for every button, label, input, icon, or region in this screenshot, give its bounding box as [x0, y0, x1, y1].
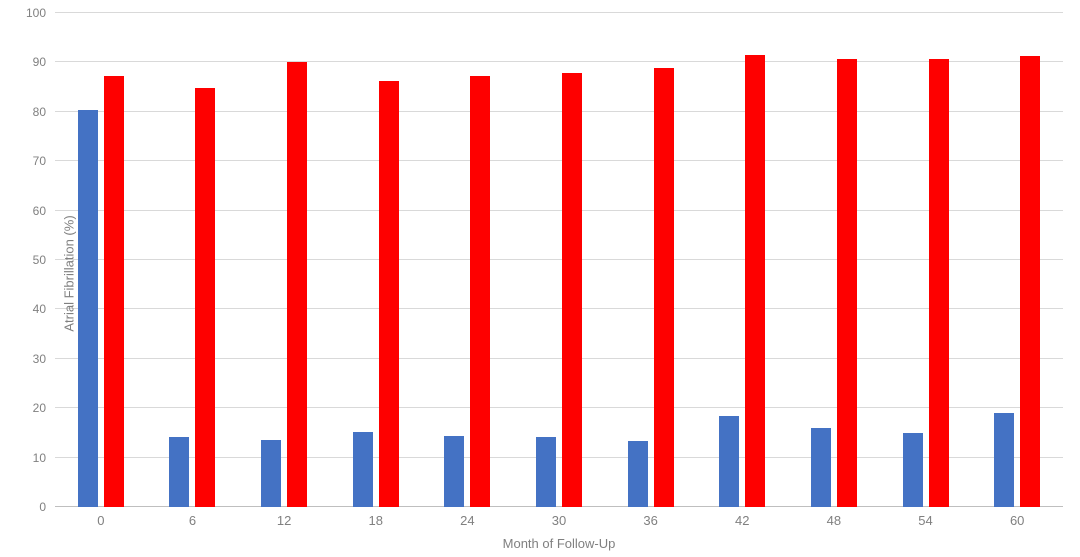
gridline [55, 160, 1063, 162]
bar-red-series-month-24 [470, 76, 491, 507]
bar-blue-series-month-36 [627, 441, 648, 507]
bar-blue-series-month-30 [536, 437, 556, 507]
y-tick-label: 80 [32, 104, 46, 119]
bar-blue-series-month-12 [261, 440, 282, 507]
x-tick-label: 48 [826, 513, 842, 528]
gridline [55, 110, 1063, 112]
y-tick-label: 40 [32, 302, 46, 317]
bar-red-series-month-30 [562, 73, 582, 507]
bar-red-series-month-54 [928, 58, 949, 507]
gridline [55, 209, 1063, 211]
bar-red-series-month-42 [745, 55, 766, 507]
bar-red-series-month-36 [653, 67, 674, 507]
x-tick-label: 54 [918, 513, 933, 528]
x-tick-label: 12 [276, 513, 292, 528]
y-tick-label: 30 [32, 351, 46, 366]
bar-blue-series-month-54 [902, 433, 923, 507]
gridline [55, 12, 1063, 13]
x-tick-label: 60 [1009, 513, 1025, 528]
bar-blue-series-month-0 [77, 109, 98, 507]
gridline [55, 456, 1063, 458]
y-tick-label: 70 [32, 154, 46, 169]
y-tick-label: 60 [32, 203, 46, 218]
x-tick-label: 30 [551, 513, 567, 528]
bar-blue-series-month-24 [444, 435, 465, 507]
y-tick-label: 20 [32, 401, 46, 416]
y-tick-label: 90 [32, 55, 46, 70]
y-tick-label: 50 [32, 253, 46, 267]
bar-red-series-month-12 [287, 62, 308, 507]
x-tick-label: 36 [643, 513, 658, 528]
gridline [55, 308, 1063, 310]
plot-area: Atrial Fibrillation (%) [55, 12, 1063, 507]
x-axis-title: Month of Follow-Up [502, 536, 616, 551]
bar-red-series-month-6 [195, 88, 216, 507]
gridline [55, 357, 1063, 359]
bar-red-series-month-18 [378, 81, 399, 507]
y-axis-title: Atrial Fibrillation (%) [61, 215, 77, 332]
y-tick-label: 10 [32, 450, 46, 465]
bar-red-series-month-0 [103, 76, 124, 507]
gridline [55, 259, 1063, 260]
bar-blue-series-month-60 [994, 413, 1015, 507]
gridline [55, 61, 1063, 63]
x-tick-label: 18 [368, 513, 383, 528]
x-tick-label: 0 [97, 513, 105, 528]
x-tick-label: 42 [735, 513, 750, 528]
bar-blue-series-month-48 [810, 427, 831, 507]
x-axis-baseline [55, 506, 1063, 507]
bar-blue-series-month-42 [719, 415, 740, 507]
gridline [55, 407, 1063, 409]
bar-red-series-month-60 [1020, 56, 1041, 507]
y-tick-label: 0 [39, 500, 46, 514]
bar-blue-series-month-6 [169, 436, 190, 507]
x-tick-label: 6 [188, 513, 197, 528]
y-tick-label: 100 [25, 6, 46, 20]
bar-blue-series-month-18 [352, 432, 373, 507]
x-tick-label: 24 [460, 513, 475, 528]
bar-red-series-month-48 [836, 58, 857, 507]
